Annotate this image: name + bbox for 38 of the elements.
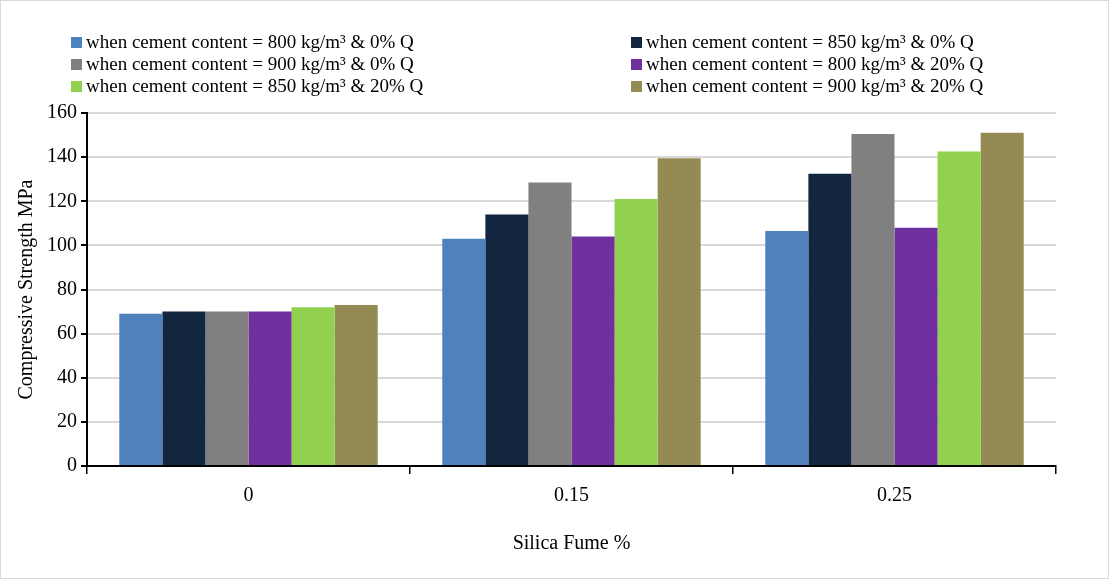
y-tick-label: 100	[47, 232, 77, 255]
legend-label: when cement content = 850 kg/m³ & 20% Q	[86, 75, 424, 97]
bar	[205, 311, 249, 465]
bar	[528, 182, 572, 465]
bar	[291, 307, 335, 465]
legend-label: when cement content = 900 kg/m³ & 20% Q	[646, 75, 984, 97]
x-tick-label: 0.15	[554, 483, 589, 506]
bar	[851, 133, 895, 465]
bar	[119, 313, 163, 465]
x-tick-label: 0	[243, 483, 254, 506]
legend-label: when cement content = 800 kg/m³ & 0% Q	[86, 31, 414, 53]
y-tick-label: 160	[47, 100, 77, 123]
y-tick-label: 0	[67, 453, 77, 476]
bar	[485, 214, 529, 465]
bar	[571, 236, 615, 465]
bar	[937, 151, 981, 465]
bar	[442, 238, 486, 465]
bar	[980, 132, 1024, 465]
y-tick-label: 140	[47, 144, 77, 167]
bar	[894, 227, 938, 465]
bar	[657, 158, 701, 465]
x-axis-title: Silica Fume %	[512, 531, 631, 554]
bar	[248, 311, 292, 465]
legend-label: when cement content = 850 kg/m³ & 0% Q	[646, 31, 974, 53]
y-tick-label: 20	[57, 409, 77, 432]
bar	[162, 311, 206, 465]
bar	[334, 304, 378, 465]
bar	[614, 199, 658, 465]
y-tick-label: 60	[57, 320, 77, 343]
legend-label: when cement content = 900 kg/m³ & 0% Q	[86, 53, 414, 75]
legend-label: when cement content = 800 kg/m³ & 20% Q	[646, 53, 984, 75]
y-tick-label: 40	[57, 365, 77, 387]
y-tick-label: 120	[47, 188, 77, 211]
bar	[808, 173, 852, 465]
y-axis-title: Compressive Strength MPa	[14, 179, 38, 400]
y-tick-label: 80	[57, 276, 77, 299]
bar	[765, 231, 809, 465]
x-tick-label: 0.25	[877, 483, 912, 506]
